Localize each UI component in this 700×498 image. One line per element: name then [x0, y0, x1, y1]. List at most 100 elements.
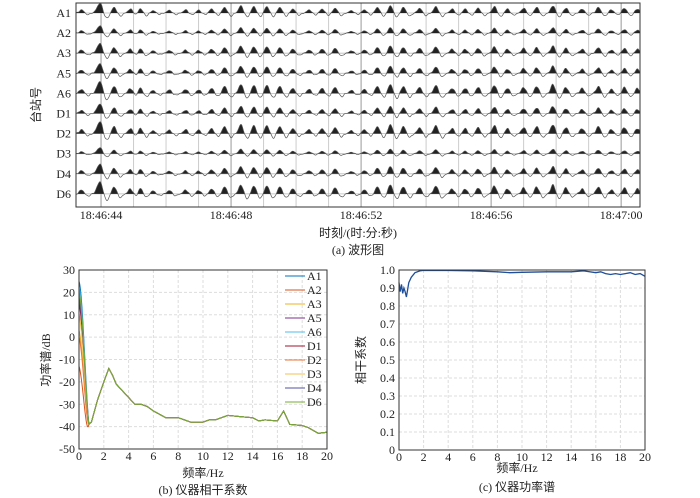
- x-tick-label: 0: [76, 449, 82, 463]
- y-tick-label: 0.7: [380, 317, 395, 331]
- x-axis-label: 时刻/(时:分:秒): [319, 226, 397, 240]
- trace-line-D1: [75, 103, 640, 119]
- trace-fill-A6: [76, 81, 640, 94]
- caption-c: (c) 仪器功率谱: [479, 479, 555, 494]
- trace-label: D3: [56, 147, 71, 161]
- y-tick-label: 0.4: [380, 371, 395, 385]
- trace-line-A1: [75, 3, 640, 19]
- y-tick-label: 0.5: [380, 353, 395, 367]
- x-tick-label: 10: [516, 450, 528, 464]
- trace-line-A6: [75, 81, 640, 101]
- trace-fill-D6: [76, 181, 640, 194]
- series-line-D6: [78, 292, 328, 434]
- trace-fill-A2: [76, 25, 640, 34]
- legend-label: A6: [307, 325, 322, 339]
- trace-label: D2: [56, 127, 71, 141]
- trace-label: D6: [56, 187, 71, 201]
- trace-line-A5: [75, 63, 640, 79]
- trace-fill-A5: [76, 63, 640, 74]
- x-tick-label: 12: [541, 450, 553, 464]
- x-axis-label: 频率/Hz: [182, 465, 223, 480]
- legend-label: D6: [307, 395, 322, 409]
- trace-label: A3: [56, 46, 71, 60]
- x-axis-label: 频率/Hz: [496, 460, 537, 475]
- x-tick-label: 0: [396, 450, 402, 464]
- x-tick-label: 4: [445, 450, 451, 464]
- trace-label: A1: [56, 6, 71, 20]
- x-tick-label: 14: [247, 449, 259, 463]
- trace-fill-D2: [76, 121, 640, 134]
- caption-a: (a) 波形图: [332, 243, 384, 257]
- trace-line-A3: [75, 43, 640, 59]
- y-tick-label: 0.8: [380, 299, 395, 313]
- caption-b: (b) 仪器相干系数: [159, 482, 248, 497]
- x-tick-label: 6: [150, 449, 156, 463]
- x-tick-label: 14: [565, 450, 577, 464]
- y-tick-label: 0.9: [380, 281, 395, 295]
- trace-fill-D4: [76, 164, 640, 174]
- trace-label: A2: [56, 26, 71, 40]
- legend-label: A5: [307, 311, 322, 325]
- x-tick-label: 10: [197, 449, 209, 463]
- x-tick-label: 16: [590, 450, 602, 464]
- y-tick-label: 0: [389, 443, 395, 457]
- y-tick-label: 0: [69, 330, 75, 344]
- trace-line-D6: [75, 181, 640, 202]
- y-tick-label: 10: [63, 308, 75, 322]
- trace-line-D3: [75, 147, 640, 158]
- x-tick-label: 18:46:48: [210, 208, 253, 222]
- trace-line-A2: [76, 25, 640, 38]
- y-axis-label: 台站号: [28, 87, 43, 123]
- y-tick-label: 0.6: [380, 335, 395, 349]
- y-axis-label: 相干系数: [353, 336, 368, 384]
- y-tick-label: 0.1: [380, 425, 395, 439]
- x-tick-label: 18:46:56: [470, 208, 513, 222]
- legend-label: D1: [307, 339, 322, 353]
- y-tick-label: 0.2: [380, 407, 395, 421]
- x-tick-label: 4: [126, 449, 132, 463]
- y-tick-label: -50: [59, 442, 75, 456]
- trace-label: D4: [56, 167, 71, 181]
- trace-fill-A3: [76, 43, 640, 54]
- x-tick-label: 20: [639, 450, 651, 464]
- y-tick-label: -10: [59, 353, 75, 367]
- plot-frame-c: [398, 269, 646, 451]
- x-tick-label: 20: [321, 449, 333, 463]
- y-tick-label: 0.3: [380, 389, 395, 403]
- legend-label: D4: [307, 381, 322, 395]
- trace-label: D1: [56, 107, 71, 121]
- x-tick-label: 6: [470, 450, 476, 464]
- legend-label: A3: [307, 297, 322, 311]
- trace-label: A6: [56, 86, 71, 100]
- plot-frame-b: [78, 269, 328, 450]
- y-tick-label: -30: [59, 397, 75, 411]
- x-tick-label: 2: [421, 450, 427, 464]
- trace-label: A5: [56, 66, 71, 80]
- x-tick-label: 18: [614, 450, 626, 464]
- x-tick-label: 18:47:00: [600, 208, 643, 222]
- y-tick-label: 1.0: [380, 263, 395, 277]
- x-tick-label: 16: [271, 449, 283, 463]
- legend-label: A1: [307, 269, 322, 283]
- trace-fill-A1: [76, 3, 640, 13]
- x-tick-label: 18: [296, 449, 308, 463]
- y-tick-label: -20: [59, 375, 75, 389]
- x-tick-label: 12: [222, 449, 234, 463]
- x-tick-label: 18:46:44: [80, 208, 123, 222]
- x-tick-label: 2: [101, 449, 107, 463]
- y-tick-label: -40: [59, 420, 75, 434]
- x-tick-label: 18:46:52: [340, 208, 383, 222]
- y-axis-label: 功率谱/dB: [38, 333, 53, 386]
- y-tick-label: 30: [63, 263, 75, 277]
- x-tick-label: 8: [494, 450, 500, 464]
- x-tick-label: 8: [175, 449, 181, 463]
- legend-label: A2: [307, 283, 322, 297]
- legend-label: D2: [307, 353, 322, 367]
- legend-label: D3: [307, 367, 322, 381]
- coherence-line: [398, 269, 646, 298]
- trace-line-D2: [75, 121, 640, 140]
- series-line-D1: [78, 303, 328, 434]
- trace-fill-D3: [76, 147, 640, 154]
